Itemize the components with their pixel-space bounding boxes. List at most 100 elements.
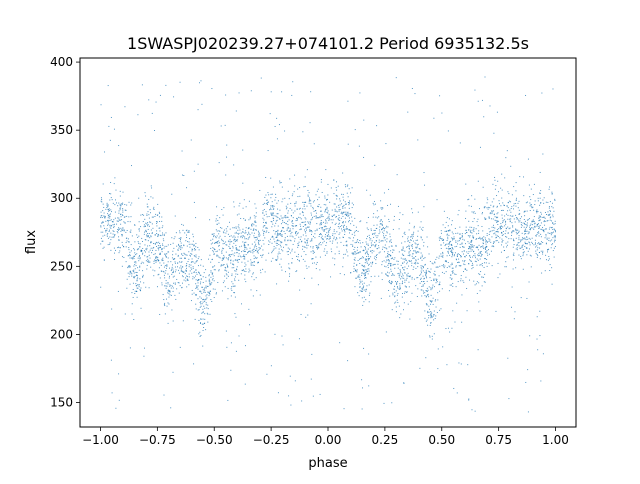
data-point — [162, 257, 164, 259]
data-point — [275, 215, 277, 217]
data-point — [346, 249, 348, 251]
data-point — [244, 265, 246, 267]
data-point — [351, 216, 353, 218]
data-point — [304, 246, 306, 248]
data-point — [361, 290, 363, 292]
data-point — [186, 254, 188, 256]
data-point — [214, 241, 216, 243]
data-point — [510, 238, 512, 240]
data-point — [529, 205, 531, 207]
data-point — [138, 284, 140, 286]
data-point — [192, 266, 194, 268]
data-point — [353, 265, 355, 267]
data-point — [446, 240, 448, 242]
data-point — [481, 285, 483, 287]
data-point — [214, 248, 216, 250]
data-point — [311, 353, 313, 355]
data-point — [534, 239, 536, 241]
data-point — [351, 233, 353, 235]
data-point — [195, 249, 197, 251]
data-point — [273, 248, 275, 250]
data-point — [128, 201, 130, 203]
data-point — [355, 242, 357, 244]
data-point — [236, 260, 238, 262]
data-point — [275, 230, 277, 232]
data-point — [231, 286, 233, 288]
data-point — [202, 299, 204, 301]
data-point — [303, 204, 305, 206]
data-point — [506, 257, 508, 259]
data-point — [288, 267, 290, 269]
data-point — [296, 270, 298, 272]
data-point — [129, 265, 131, 267]
data-point — [339, 273, 341, 275]
data-point — [372, 216, 374, 218]
data-point — [468, 398, 470, 400]
data-point — [225, 241, 227, 243]
data-point — [326, 208, 328, 210]
data-point — [515, 228, 517, 230]
data-point — [154, 234, 156, 236]
data-point — [416, 252, 418, 254]
data-point — [421, 285, 423, 287]
data-point — [167, 322, 169, 324]
data-point — [399, 285, 401, 287]
data-point — [383, 228, 385, 229]
data-point — [281, 234, 283, 236]
data-point — [375, 203, 377, 205]
data-point — [336, 246, 338, 248]
data-point — [529, 244, 531, 246]
data-point — [223, 242, 225, 244]
data-point — [312, 262, 314, 264]
data-point — [172, 320, 174, 322]
data-point — [405, 286, 407, 288]
data-point — [389, 263, 391, 265]
data-point — [432, 303, 434, 305]
data-point — [406, 291, 408, 293]
data-point — [451, 263, 453, 265]
data-point — [501, 214, 503, 216]
data-point — [407, 272, 409, 274]
data-point — [439, 265, 441, 267]
data-point — [477, 218, 479, 220]
data-point — [412, 240, 414, 242]
data-point — [275, 247, 277, 249]
data-point — [296, 208, 298, 210]
data-point — [304, 185, 306, 187]
data-point — [149, 237, 151, 239]
data-point — [258, 243, 260, 245]
data-point — [211, 273, 213, 275]
data-point — [511, 222, 513, 224]
data-point — [513, 186, 515, 188]
data-point — [303, 201, 305, 203]
data-point — [262, 221, 264, 223]
data-point — [472, 237, 474, 239]
data-point — [235, 270, 237, 272]
data-point — [193, 245, 195, 247]
data-point — [481, 262, 483, 264]
data-point — [363, 119, 365, 121]
data-point — [253, 215, 255, 217]
data-point — [348, 188, 350, 190]
data-point — [146, 256, 148, 258]
data-point — [239, 202, 241, 204]
data-point — [295, 220, 297, 222]
data-point — [213, 236, 215, 238]
data-point — [280, 242, 282, 244]
data-point — [127, 267, 129, 269]
data-point — [216, 215, 218, 217]
data-point — [475, 228, 477, 230]
data-point — [289, 268, 291, 270]
data-point — [280, 223, 282, 225]
data-point — [496, 235, 498, 237]
data-point — [134, 268, 136, 270]
data-point — [159, 243, 161, 245]
data-point — [116, 202, 118, 204]
data-point — [239, 246, 241, 248]
data-point — [320, 233, 322, 235]
data-point — [390, 282, 392, 284]
data-point — [323, 250, 325, 252]
data-point — [121, 203, 123, 205]
data-point — [367, 229, 369, 231]
data-point — [110, 239, 112, 241]
